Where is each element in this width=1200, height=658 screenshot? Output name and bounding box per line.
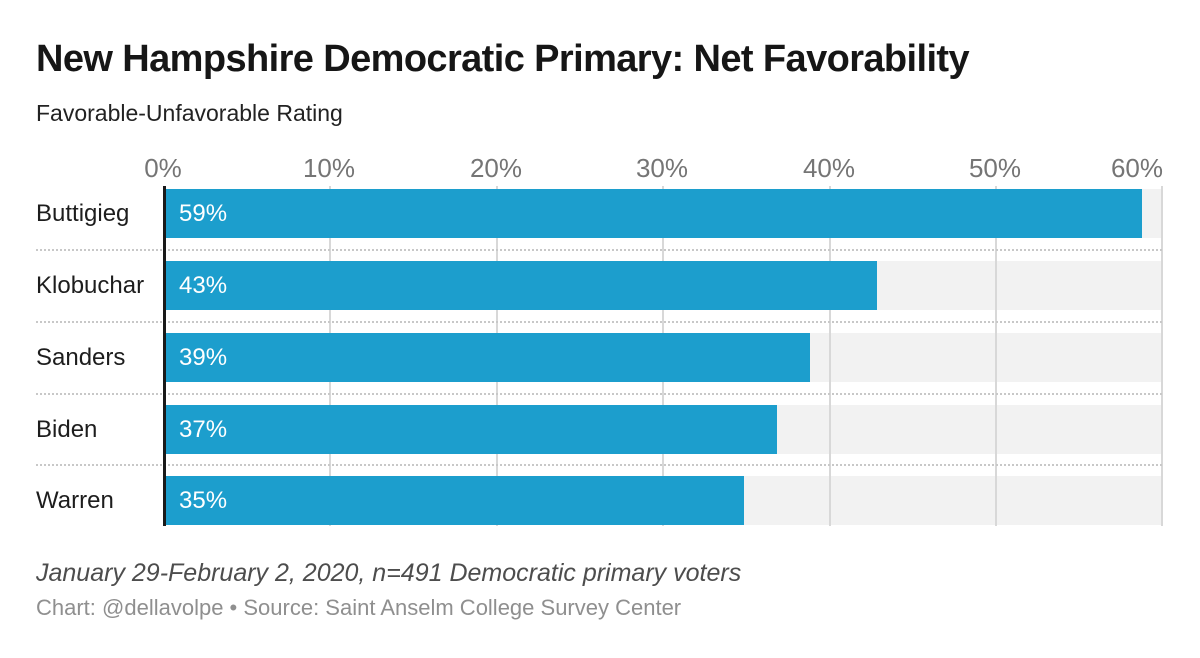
- row-separator: [36, 249, 1162, 251]
- bar-warren: 35%: [163, 476, 744, 525]
- category-label-biden: Biden: [36, 415, 98, 443]
- vertical-gridline: [995, 186, 997, 526]
- bar-sanders: 39%: [163, 333, 810, 382]
- category-label-klobuchar: Klobuchar: [36, 272, 145, 299]
- category-label-warren: Warren: [36, 487, 114, 514]
- row-separator: [36, 392, 1162, 395]
- bar-chart-plot: 0% 10% 20% 30% 40% 50% 60% 59% Buttigieg 43% Klobu…: [0, 140, 1200, 530]
- chart-subtitle: Favorable-Unfavorable Rating: [36, 100, 343, 126]
- bar-value-label: 37%: [179, 415, 228, 443]
- x-axis-tick-label: 20%: [469, 153, 523, 183]
- x-axis-tick-label: 50%: [968, 153, 1022, 183]
- bar-value-label: 35%: [179, 487, 228, 514]
- bar-buttigieg: 59%: [163, 189, 1142, 238]
- bar-klobuchar: 43%: [163, 261, 877, 310]
- category-label-buttigieg: Buttigieg: [36, 200, 130, 227]
- bar-value-label: 59%: [179, 200, 228, 227]
- vertical-gridline: [829, 186, 831, 526]
- row-separator: [36, 321, 1162, 323]
- x-axis-tick-label: 10%: [302, 153, 356, 183]
- chart-credit: Chart: @dellavolpe • Source: Saint Ansel…: [36, 595, 682, 620]
- x-axis-tick-label: 60%: [1110, 153, 1163, 183]
- bar-value-label: 39%: [179, 344, 228, 371]
- chart-note: January 29-February 2, 2020, n=491 Democ…: [36, 559, 742, 587]
- row-separator: [36, 464, 1162, 466]
- chart-title: New Hampshire Democratic Primary: Net Fa…: [36, 38, 970, 80]
- x-axis-tick-label: 40%: [802, 153, 856, 183]
- x-axis-tick-label: 30%: [635, 153, 689, 183]
- y-axis-line: [163, 186, 166, 526]
- bar-value-label: 43%: [179, 272, 228, 299]
- bar-biden: 37%: [163, 404, 777, 454]
- vertical-gridline: [1161, 186, 1163, 526]
- category-label-sanders: Sanders: [36, 344, 126, 371]
- x-axis-tick-label: 0%: [144, 153, 182, 183]
